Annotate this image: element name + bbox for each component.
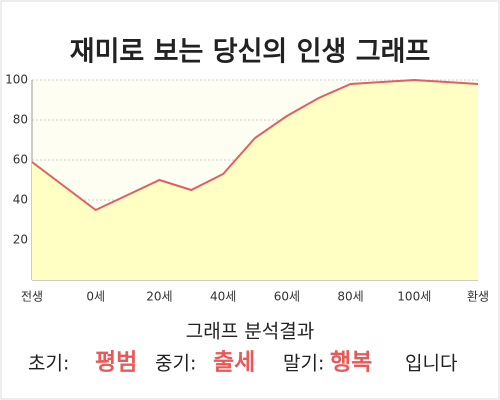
label: 초기: (28, 353, 69, 375)
chart-title: 재미로 보는 당신의 인생 그래프 (70, 37, 431, 68)
y-tick-label: 20 (13, 233, 28, 247)
x-tick-label: 환생 (467, 290, 489, 304)
x-tick-label: 0세 (86, 290, 105, 304)
result-heading: 그래프 분석결과 (186, 321, 314, 343)
y-tick-label: 80 (13, 113, 28, 127)
y-tick-label: 100 (5, 73, 28, 87)
y-tick-label: 60 (13, 153, 28, 167)
area (32, 80, 478, 280)
label: 입니다 (405, 353, 457, 375)
x-tick-label: 100세 (397, 290, 431, 304)
x-tick-label: 60세 (274, 290, 300, 304)
x-tick-label: 80세 (337, 290, 363, 304)
label: 중기: (155, 353, 196, 375)
result-value: 출세 (213, 350, 255, 376)
result-value: 평범 (95, 350, 137, 376)
result-value: 행복 (330, 350, 372, 376)
x-tick-label: 20세 (146, 290, 172, 304)
line (31, 78, 479, 212)
label: 말기: (283, 353, 324, 375)
y-tick-label: 40 (13, 193, 28, 207)
x-tick-label: 전생 (21, 290, 43, 304)
x-tick-label: 40세 (210, 290, 236, 304)
